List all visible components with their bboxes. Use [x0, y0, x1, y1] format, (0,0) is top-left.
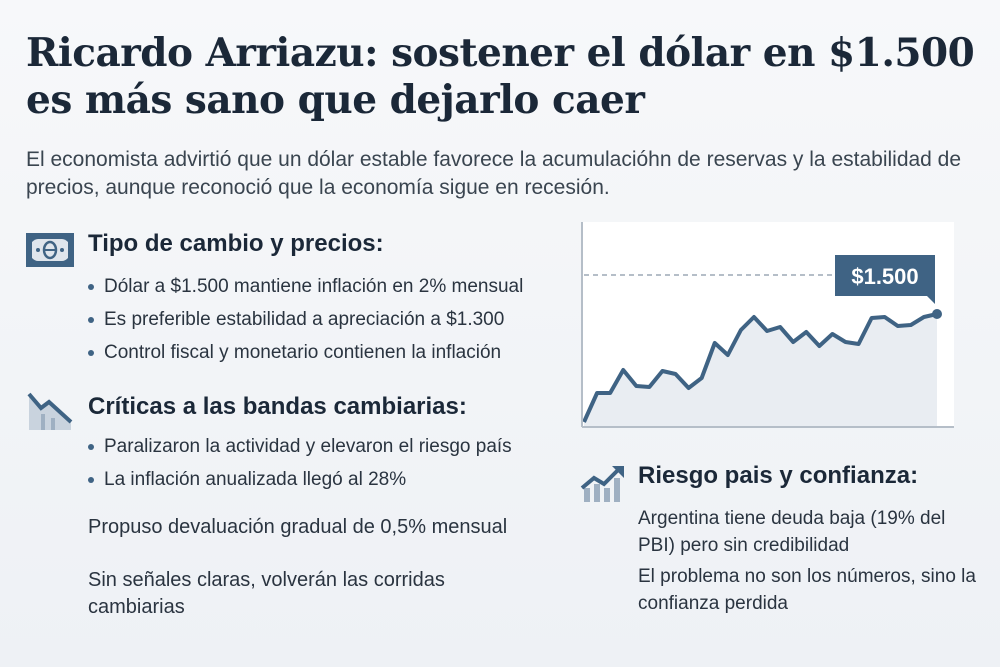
- list-item: Es preferible estabilidad a apreciación …: [86, 303, 523, 336]
- risk-item: El problema no son los números, sino la …: [638, 566, 976, 614]
- dollar-chart: $1.500: [581, 222, 954, 428]
- list-item: La inflación anualizada llegó al 28%: [86, 463, 512, 496]
- callout-box: [835, 255, 935, 304]
- section-heading-bands: Críticas a las bandas cambiarias:: [88, 393, 467, 420]
- list-item: Control fiscal y monetario contienen la …: [86, 336, 523, 369]
- end-point: [932, 309, 942, 319]
- section-heading-risk: Riesgo pais y confianza:: [638, 462, 919, 489]
- callout-label: $1.500: [851, 264, 918, 289]
- bands-list: Paralizaron la actividad y elevaron el r…: [86, 430, 512, 496]
- note-devaluation: Propuso devaluación gradual de 0,5% mens…: [88, 516, 508, 538]
- headline: Ricardo Arriazu: sostener el dólar en $1…: [26, 30, 975, 123]
- note-corridas: Sin señales claras, volverán las corrida…: [88, 569, 445, 618]
- chart-up-icon: [580, 466, 624, 502]
- banknote-icon: [26, 233, 74, 267]
- prices-list: Dólar a $1.500 mantiene inflación en 2% …: [86, 270, 523, 369]
- risk-item: Argentina tiene deuda baja (19% del PBI)…: [638, 508, 946, 556]
- list-item: Paralizaron la actividad y elevaron el r…: [86, 430, 512, 463]
- area-fill: [584, 314, 937, 427]
- section-heading-prices: Tipo de cambio y precios:: [88, 230, 384, 257]
- list-item: Dólar a $1.500 mantiene inflación en 2% …: [86, 270, 523, 303]
- subtitle: El economista advirtió que un dólar esta…: [26, 148, 962, 199]
- series-line: [582, 312, 938, 423]
- chart-down-icon: [27, 392, 73, 430]
